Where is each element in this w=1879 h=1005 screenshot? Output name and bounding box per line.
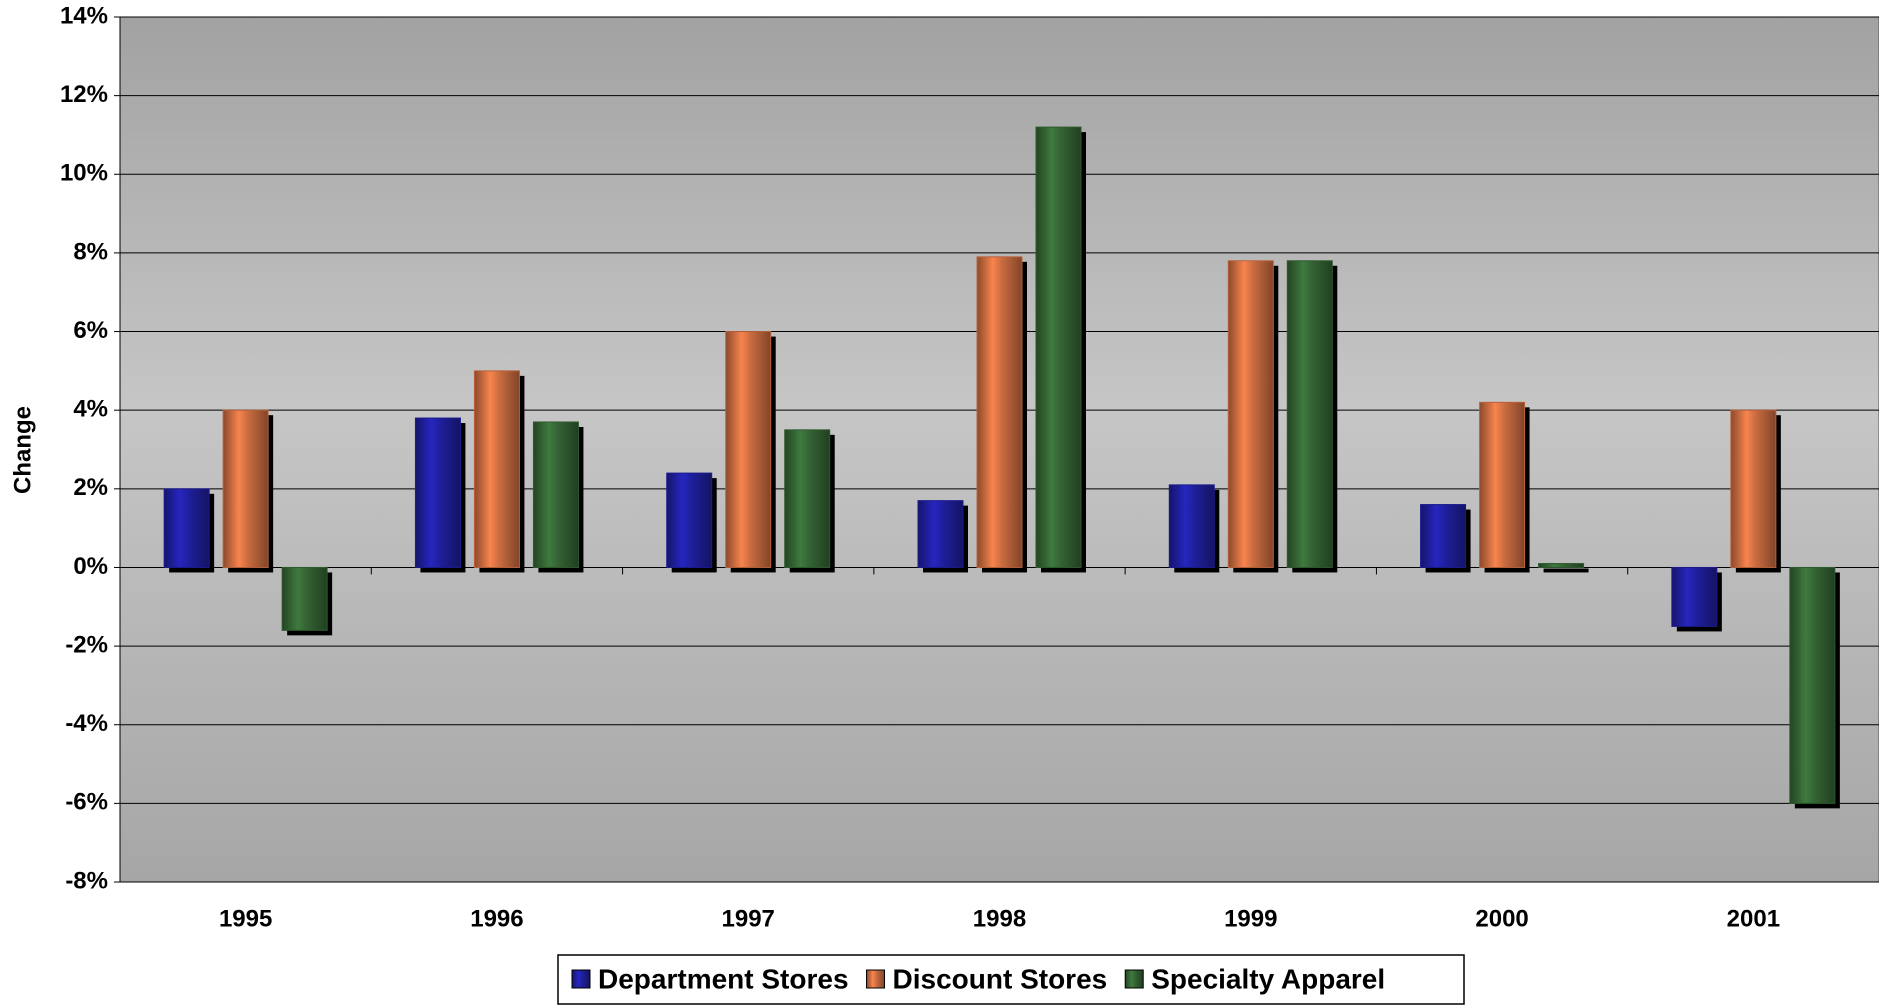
y-tick-label: 10% bbox=[60, 160, 108, 187]
x-tick-label: 1996 bbox=[470, 905, 523, 932]
bar bbox=[1227, 260, 1274, 568]
x-tick-label: 1997 bbox=[722, 905, 775, 932]
legend-label: Discount Stores bbox=[893, 963, 1108, 994]
bar bbox=[473, 370, 520, 568]
legend: Department Stores Discount Stores Specialt… bbox=[557, 954, 1465, 1005]
y-axis-title: Change bbox=[9, 406, 36, 494]
x-tick-label: 1995 bbox=[219, 905, 272, 932]
bar bbox=[1730, 409, 1777, 568]
bar bbox=[281, 566, 328, 631]
bar bbox=[784, 429, 831, 568]
legend-swatch bbox=[571, 969, 591, 989]
bar bbox=[1479, 401, 1526, 568]
x-tick-label: 1999 bbox=[1224, 905, 1277, 932]
bar bbox=[1789, 566, 1836, 804]
x-tick-label: 1998 bbox=[973, 905, 1026, 932]
bar bbox=[532, 421, 579, 568]
y-tick-label: 2% bbox=[73, 474, 108, 501]
legend-swatch bbox=[866, 969, 886, 989]
bar bbox=[1671, 566, 1718, 627]
bar-shadow bbox=[1543, 568, 1589, 573]
y-tick-label: 4% bbox=[73, 396, 108, 423]
legend-label: Specialty Apparel bbox=[1151, 963, 1385, 994]
y-tick-label: -6% bbox=[65, 789, 108, 816]
bar bbox=[1168, 484, 1215, 568]
y-tick-label: 6% bbox=[73, 317, 108, 344]
y-tick-label: -4% bbox=[65, 710, 108, 737]
legend-swatch bbox=[1124, 969, 1144, 989]
y-tick-label: 14% bbox=[60, 2, 108, 29]
bar bbox=[414, 417, 461, 568]
bar bbox=[163, 488, 210, 568]
legend-label: Department Stores bbox=[598, 963, 849, 994]
bar bbox=[1538, 563, 1585, 568]
legend-box bbox=[557, 954, 1465, 1005]
y-tick-label: 0% bbox=[73, 553, 108, 580]
bar bbox=[917, 500, 964, 568]
y-tick-label: 12% bbox=[60, 81, 108, 108]
bar bbox=[1035, 126, 1082, 568]
y-tick-label: -8% bbox=[65, 867, 108, 894]
bar bbox=[1420, 504, 1467, 568]
x-tick-label: 2000 bbox=[1475, 905, 1528, 932]
bar bbox=[666, 472, 713, 568]
y-tick-label: -2% bbox=[65, 631, 108, 658]
bar bbox=[1286, 260, 1333, 568]
x-tick-label: 2001 bbox=[1727, 905, 1780, 932]
bar bbox=[725, 331, 772, 568]
bar bbox=[222, 409, 269, 568]
bar bbox=[976, 256, 1023, 568]
y-tick-label: 8% bbox=[73, 238, 108, 265]
